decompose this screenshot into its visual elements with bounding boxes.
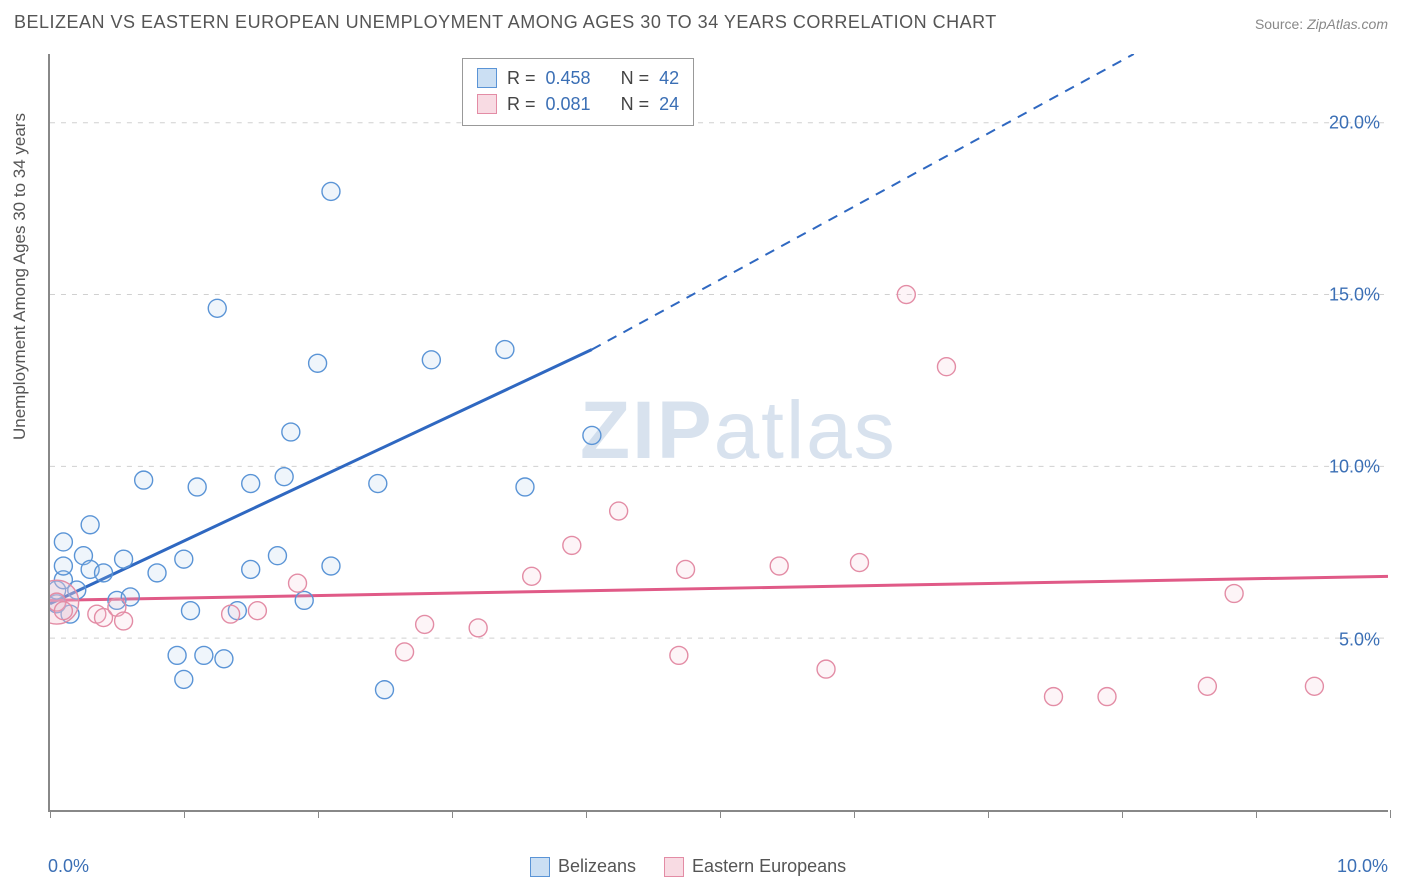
x-tick: [988, 810, 989, 818]
n-value: 24: [659, 91, 679, 117]
x-tick: [184, 810, 185, 818]
watermark-bold: ZIP: [580, 385, 714, 476]
legend-label: Eastern Europeans: [692, 856, 846, 877]
y-tick-label: 5.0%: [1339, 629, 1380, 650]
x-tick: [854, 810, 855, 818]
watermark-rest: atlas: [714, 385, 897, 476]
stats-legend-box: R = 0.458 N = 42 R = 0.081 N = 24: [462, 58, 694, 126]
chart-title: BELIZEAN VS EASTERN EUROPEAN UNEMPLOYMEN…: [14, 12, 997, 33]
x-tick: [318, 810, 319, 818]
x-tick-label: 0.0%: [48, 856, 89, 877]
legend-swatch: [530, 857, 550, 877]
r-label: R =: [507, 91, 536, 117]
r-value: 0.081: [546, 91, 591, 117]
legend-item: Eastern Europeans: [664, 856, 846, 877]
series-legend: Belizeans Eastern Europeans: [530, 856, 846, 877]
legend-swatch: [664, 857, 684, 877]
plot-area: ZIPatlas 5.0% 10.0% 15.0% 20.0% R = 0.458 N =…: [48, 54, 1388, 812]
x-tick-label: 10.0%: [1337, 856, 1388, 877]
x-tick: [1122, 810, 1123, 818]
n-label: N =: [621, 65, 650, 91]
x-tick: [586, 810, 587, 818]
series-swatch: [477, 94, 497, 114]
x-tick: [50, 810, 51, 818]
x-tick: [720, 810, 721, 818]
stats-row: R = 0.458 N = 42: [477, 65, 679, 91]
x-tick: [1256, 810, 1257, 818]
source-attribution: Source: ZipAtlas.com: [1255, 16, 1388, 32]
x-tick: [1390, 810, 1391, 818]
n-label: N =: [621, 91, 650, 117]
y-axis-label: Unemployment Among Ages 30 to 34 years: [10, 113, 30, 440]
n-value: 42: [659, 65, 679, 91]
chart-svg: [50, 54, 1388, 810]
legend-item: Belizeans: [530, 856, 636, 877]
source-label: Source:: [1255, 16, 1303, 32]
series-swatch: [477, 68, 497, 88]
y-tick-label: 15.0%: [1329, 285, 1380, 306]
r-value: 0.458: [546, 65, 591, 91]
r-label: R =: [507, 65, 536, 91]
watermark: ZIPatlas: [580, 384, 897, 478]
y-tick-label: 20.0%: [1329, 112, 1380, 133]
y-tick-label: 10.0%: [1329, 457, 1380, 478]
x-tick: [452, 810, 453, 818]
source-value: ZipAtlas.com: [1307, 16, 1388, 32]
stats-row: R = 0.081 N = 24: [477, 91, 679, 117]
legend-label: Belizeans: [558, 856, 636, 877]
